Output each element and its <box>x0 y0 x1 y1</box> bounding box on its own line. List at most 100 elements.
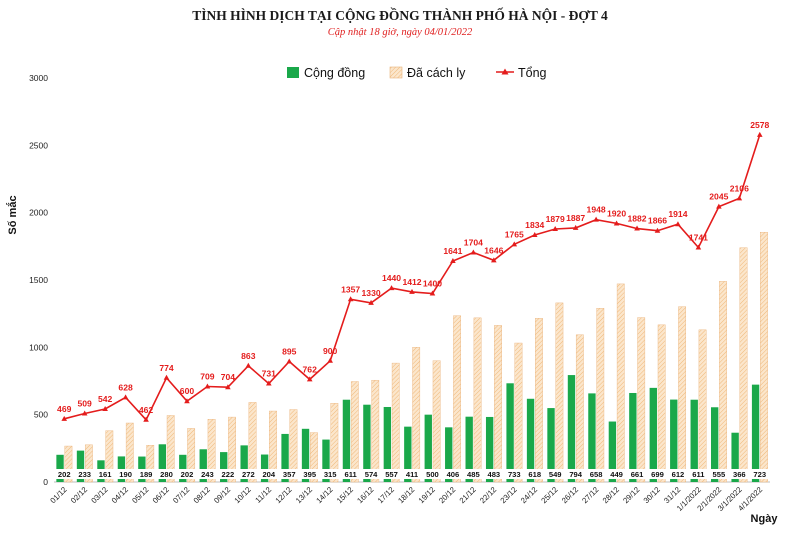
point-tong <box>245 362 252 368</box>
legend: Cộng đồng Đã cách ly Tổng <box>287 66 547 80</box>
data-label-tong: 1879 <box>546 214 565 224</box>
community-label-bg <box>361 469 382 479</box>
bar-da-cach-ly <box>391 362 400 483</box>
data-label-cong-dong: 243 <box>201 470 214 479</box>
community-label-bg <box>729 469 750 479</box>
point-tong <box>613 220 620 226</box>
x-tick-label: 22/12 <box>478 485 498 505</box>
bar-cong-dong <box>363 404 371 482</box>
point-tong <box>286 358 293 364</box>
data-label-tong: 509 <box>78 398 93 408</box>
point-tong <box>266 380 272 386</box>
bar-cong-dong <box>281 433 289 482</box>
data-label-tong: 1704 <box>464 238 483 248</box>
bar-cong-dong <box>424 414 432 482</box>
community-label-bg <box>74 469 95 479</box>
total-line <box>61 131 763 422</box>
bar-cong-dong <box>629 392 637 482</box>
community-label-bg <box>545 469 566 479</box>
community-label-bg <box>217 469 238 479</box>
point-tong <box>122 394 129 400</box>
y-axis-label: Số mắc <box>6 195 19 234</box>
x-tick-label: 23/12 <box>499 485 519 505</box>
bar-da-cach-ly <box>330 403 339 483</box>
data-label-cong-dong: 190 <box>119 470 132 479</box>
community-label-bg <box>422 469 443 479</box>
community-label-bg <box>463 469 484 479</box>
point-tong <box>102 406 108 412</box>
y-tick-label: 2000 <box>29 208 48 218</box>
data-label-cong-dong: 161 <box>99 470 112 479</box>
point-tong <box>491 257 497 263</box>
chart-title: TÌNH HÌNH DỊCH TẠI CỘNG ĐỒNG THÀNH PHỐ H… <box>192 8 608 23</box>
community-label-bg <box>565 469 586 479</box>
point-tong <box>716 203 722 209</box>
bar-cong-dong <box>567 375 576 482</box>
point-tong <box>470 249 477 255</box>
bar-da-cach-ly <box>371 379 380 483</box>
x-tick-label: 30/12 <box>642 485 662 505</box>
bar-cong-dong <box>608 421 617 482</box>
data-label-tong: 1440 <box>382 273 401 283</box>
community-label-bg <box>708 469 729 479</box>
bar-da-cach-ly <box>432 360 441 483</box>
x-axis: 01/12 02/12 03/12 04/12 05/12 06/12 07/12 08/12… <box>48 485 764 513</box>
x-tick-label: 12/12 <box>274 485 294 505</box>
community-label-bg <box>524 469 545 479</box>
x-tick-label: 02/12 <box>69 485 89 505</box>
x-tick-label: 19/12 <box>417 485 437 505</box>
point-tong <box>409 288 415 294</box>
point-tong <box>572 224 579 230</box>
bar-cong-dong <box>690 399 698 482</box>
point-tong <box>388 285 395 291</box>
data-label-tong: 1646 <box>484 245 503 255</box>
bar-cong-dong <box>199 449 207 482</box>
x-tick-label: 13/12 <box>294 485 314 505</box>
data-label-tong: 1765 <box>505 229 524 239</box>
point-tong <box>327 357 333 363</box>
bar-da-cach-ly <box>657 324 666 483</box>
data-label-tong: 1741 <box>689 233 708 243</box>
data-label-cong-dong: 204 <box>262 470 275 479</box>
community-label-bg <box>176 469 197 479</box>
bar-cong-dong <box>56 454 64 482</box>
data-label-tong: 542 <box>98 394 113 404</box>
x-axis-label: Ngày <box>751 513 779 525</box>
data-label-cong-dong: 485 <box>467 470 480 479</box>
x-tick-label: 07/12 <box>171 485 191 505</box>
legend-label-tong: Tổng <box>518 66 547 80</box>
bar-da-cach-ly <box>187 428 196 483</box>
bar-da-cach-ly <box>760 231 768 483</box>
data-label-cong-dong: 612 <box>672 470 685 479</box>
legend-swatch-cong-dong <box>287 67 299 78</box>
y-tick-label: 3000 <box>29 73 48 83</box>
y-tick-label: 1000 <box>29 342 48 352</box>
y-tick-label: 0 <box>43 477 48 487</box>
point-tong <box>634 225 640 231</box>
bar-da-cach-ly <box>289 409 298 483</box>
data-label-cong-dong: 411 <box>406 470 419 479</box>
bar-cong-dong <box>158 444 167 482</box>
data-label-tong: 2045 <box>709 192 728 202</box>
bar-da-cach-ly <box>739 247 748 483</box>
community-label-bg <box>95 469 116 479</box>
x-tick-label: 09/12 <box>212 485 232 505</box>
x-tick-label: 24/12 <box>519 485 539 505</box>
point-tong <box>552 225 558 231</box>
community-label-bg <box>320 469 341 479</box>
data-label-cong-dong: 395 <box>303 470 316 479</box>
data-label-tong: 900 <box>323 346 338 356</box>
x-tick-label: 03/12 <box>89 485 109 505</box>
data-label-cong-dong: 557 <box>385 470 398 479</box>
x-tick-label: 15/12 <box>335 485 355 505</box>
community-label-bg <box>483 469 504 479</box>
x-tick-label: 10/12 <box>233 485 253 505</box>
community-label-bg <box>136 469 157 479</box>
data-label-tong: 1412 <box>402 277 421 287</box>
legend-label-da-cach-ly: Đã cách ly <box>407 66 466 80</box>
x-tick-label: 18/12 <box>396 485 416 505</box>
bar-da-cach-ly <box>125 422 134 483</box>
point-tong <box>306 376 313 382</box>
chart-subtitle: Cập nhật 18 giờ, ngày 04/01/2022 <box>328 27 473 38</box>
